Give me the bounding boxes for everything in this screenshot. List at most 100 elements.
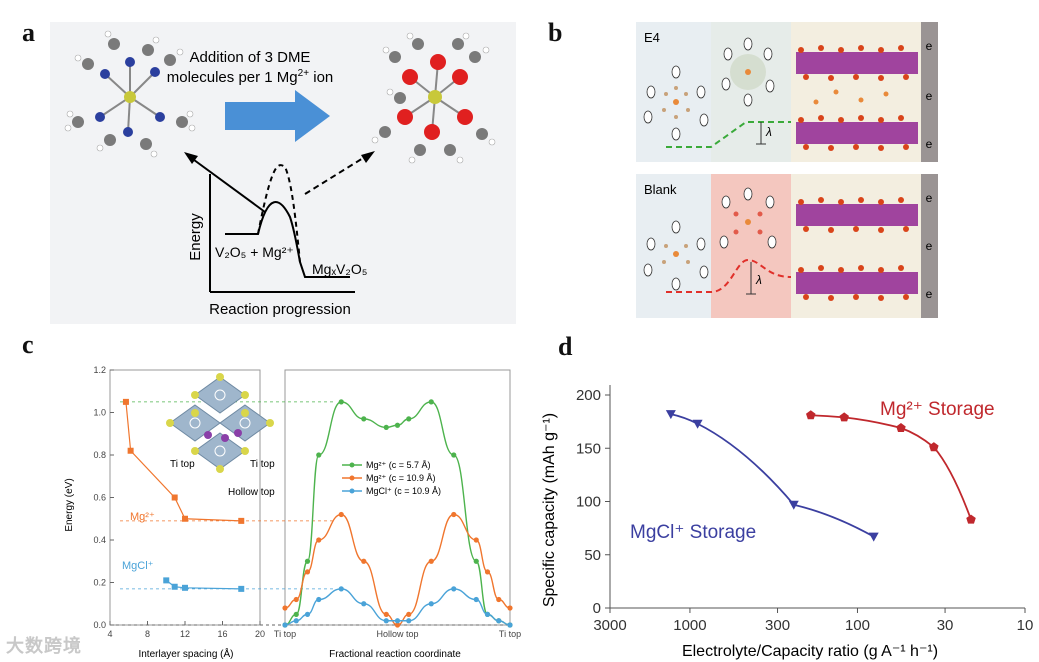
legend-entry-2: Mg²⁺ (c = 10.9 Å)	[366, 473, 436, 483]
panel-d-mg-label: Mg²⁺ Storage	[880, 399, 995, 420]
c-x-tick-label: 8	[145, 629, 150, 639]
panel-c-legend: Mg²⁺ (c = 5.7 Å) Mg²⁺ (c = 10.9 Å) MgCl⁺…	[342, 460, 441, 496]
c-right-point	[304, 569, 311, 575]
c-right-frame	[284, 369, 511, 626]
electron-label: e	[926, 39, 933, 53]
c-right-point	[338, 399, 344, 405]
c-right-point	[293, 618, 299, 624]
d-x-tick-label: 100	[845, 617, 870, 634]
d-point	[929, 442, 939, 452]
c-right-x-tick-label: Hollow top	[376, 629, 418, 639]
desolvating-ion-blank	[719, 187, 777, 249]
c-right-point	[338, 511, 344, 518]
c-right-point	[383, 618, 389, 624]
c-right-point	[507, 605, 513, 611]
panel-c-y-label: Energy (eV)	[64, 478, 75, 531]
d-y-tick-label: 100	[576, 494, 601, 511]
d-series-line	[810, 414, 972, 520]
panel-b-figure: E4 λ e e e Blank	[636, 22, 938, 318]
desolvated-ion-e4	[721, 37, 775, 107]
d-y-tick-label: 50	[584, 547, 601, 564]
c-right-point	[406, 618, 412, 624]
c-right-point	[496, 618, 502, 624]
panel-c-x-left-label: Interlayer spacing (Å)	[138, 647, 233, 660]
electron-label: e	[926, 239, 933, 253]
c-right-point	[383, 611, 389, 617]
d-x-tick-label: 1000	[673, 617, 706, 634]
panel-d-y-label: Specific capacity (mAh g⁻¹)	[541, 413, 558, 607]
electron-label: e	[926, 191, 933, 205]
panel-c-chart: 0.0 0.2 0.4 0.6 0.8 1.0 1.2 4 8 12 16 20 Ti top Hollo…	[64, 365, 521, 660]
panel-d-marks	[665, 410, 976, 542]
right-arrow-icon	[225, 90, 330, 142]
d-series-line	[670, 413, 875, 538]
c-left-point	[163, 577, 170, 584]
c-left-point	[238, 585, 245, 592]
c-right-point	[473, 537, 479, 543]
c-right-point	[473, 596, 479, 603]
d-point	[896, 423, 906, 433]
solvated-ion-e4	[643, 65, 709, 141]
panel-a-y-label: Energy	[187, 213, 204, 261]
panel-d-chart: 0 50 100 150 200 3000 1000 300 100 30 10 Specific …	[541, 385, 1033, 660]
c-right-point	[428, 399, 434, 405]
lambda-label-top: λ	[765, 125, 772, 139]
c-left-point	[238, 517, 245, 524]
panel-letter-d: d	[558, 332, 573, 361]
panel-a-arrow-text-2: molecules per 1 Mg2+ ion	[167, 68, 334, 86]
c-right-point	[406, 416, 412, 422]
c-right-point	[394, 622, 401, 628]
c-right-point	[394, 618, 401, 624]
c-left-point	[171, 583, 178, 590]
c-right-point	[428, 601, 434, 607]
c-left-point	[127, 447, 134, 454]
electron-label: e	[926, 89, 933, 103]
c-right-x-tick-label: Ti top	[274, 629, 296, 639]
legend-entry-1: Mg²⁺ (c = 5.7 Å)	[366, 460, 431, 470]
c-right-point	[316, 596, 322, 603]
electron-label: e	[926, 137, 933, 151]
panel-a-figure: Addition of 3 DME molecules per 1 Mg2+ i…	[50, 22, 516, 324]
c-right-point	[361, 558, 367, 564]
panel-a-x-label: Reaction progression	[209, 301, 351, 318]
c-right-point	[361, 601, 367, 607]
panel-c-mgcl-label: MgCl⁺	[122, 560, 154, 572]
c-left-point	[122, 398, 129, 405]
c-y-tick-label: 0.6	[93, 493, 106, 503]
d-point	[966, 514, 976, 524]
c-left-point	[171, 494, 178, 501]
c-right-point	[428, 558, 434, 564]
c-right-point	[484, 569, 491, 575]
c-right-point	[304, 558, 311, 564]
watermark: 大数跨境	[6, 636, 82, 656]
c-x-tick-label: 16	[217, 629, 227, 639]
d-y-tick-label: 0	[593, 600, 601, 617]
panel-c-axes: 0.0 0.2 0.4 0.6 0.8 1.0 1.2 4 8 12 16 20 Ti top Hollo…	[93, 365, 521, 639]
c-left-point	[182, 515, 188, 522]
c-right-point	[451, 586, 457, 592]
d-point	[839, 412, 849, 422]
energy-diagram: Energy Reaction progression V₂O₅ + Mg²⁺ …	[184, 151, 375, 318]
electron-label: e	[926, 287, 933, 301]
c-right-point	[406, 611, 412, 617]
panel-a-product-label: MgₓV₂O₅	[312, 261, 367, 277]
c-right-point	[282, 605, 288, 611]
c-right-point	[282, 622, 288, 628]
c-right-point	[394, 422, 401, 428]
c-right-point	[361, 416, 367, 422]
c-right-point	[293, 611, 299, 617]
c-x-tick-label: 20	[255, 629, 265, 639]
c-right-point	[484, 611, 491, 617]
panel-d-axes: 0 50 100 150 200 3000 1000 300 100 30 10	[576, 385, 1033, 634]
d-point	[788, 500, 799, 510]
d-x-tick-label: 30	[937, 617, 954, 634]
ti-top-label-2: Ti top	[250, 459, 275, 470]
c-right-point	[383, 424, 389, 430]
mg-ion-molecule-left	[64, 30, 196, 158]
c-right-point	[316, 537, 322, 543]
c-right-x-tick-label: Ti top	[499, 629, 521, 639]
panel-letter-c: c	[22, 330, 34, 359]
c-right-series-line	[284, 401, 511, 626]
c-y-tick-label: 1.0	[93, 408, 106, 418]
c-right-point	[473, 558, 479, 564]
